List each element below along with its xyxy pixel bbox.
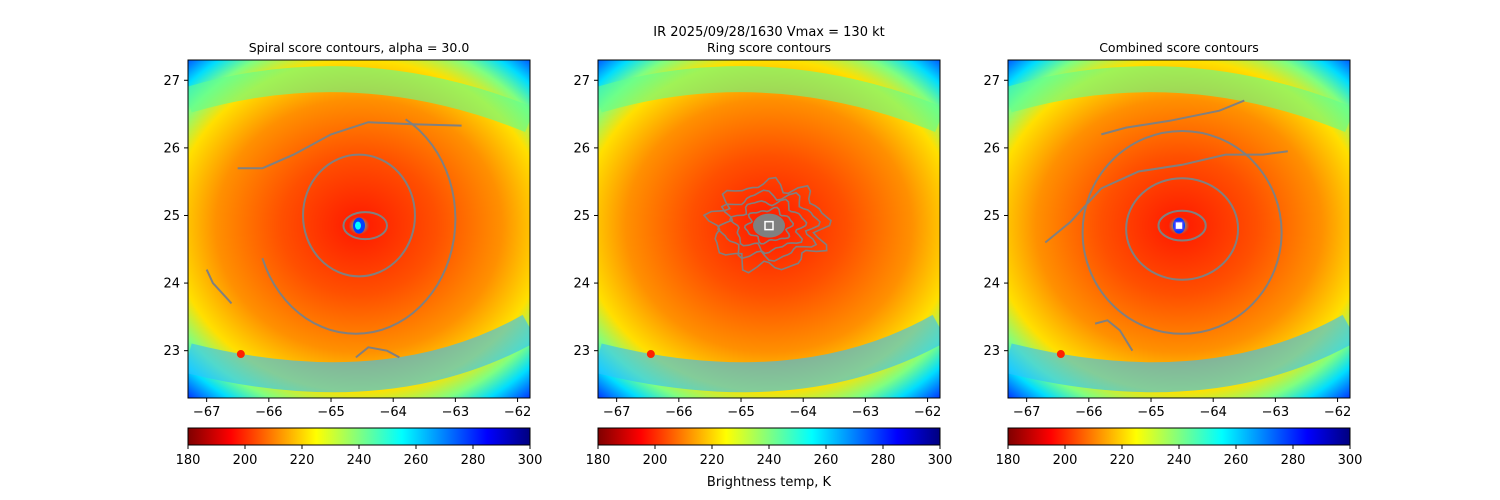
x-tick-label: −62 — [914, 405, 941, 420]
y-tick-label: 24 — [573, 277, 590, 292]
y-tick-label: 26 — [163, 141, 180, 156]
contour-line — [717, 189, 821, 262]
contour-line — [729, 198, 808, 255]
contour-line — [302, 153, 416, 278]
contour-line — [702, 176, 832, 274]
y-tick-label: 24 — [983, 277, 1000, 292]
colorbar-tick-label: 280 — [871, 453, 896, 468]
colorbar-tick-label: 240 — [757, 453, 782, 468]
colorbar — [597, 427, 941, 446]
colorbar-tick-label: 240 — [347, 453, 372, 468]
y-tick-label: 27 — [163, 74, 180, 89]
colorbar-tick-label: 260 — [1224, 453, 1249, 468]
colorbar-tick-label: 280 — [1281, 453, 1306, 468]
center-marker — [764, 220, 774, 231]
axes-frame — [1007, 59, 1351, 399]
colorbar-tick-label: 260 — [814, 453, 839, 468]
colorbar-tick-label: 200 — [233, 453, 258, 468]
y-tick-label: 23 — [983, 344, 1000, 359]
contour-line — [1081, 129, 1283, 335]
x-tick-label: −63 — [1262, 405, 1289, 420]
y-tick-label: 23 — [573, 344, 590, 359]
colorbar-tick-label: 200 — [1053, 453, 1078, 468]
x-tick-label: −65 — [727, 405, 754, 420]
x-tick-label: −67 — [1013, 405, 1040, 420]
colorbar-tick-label: 220 — [1110, 453, 1135, 468]
y-tick-label: 24 — [163, 277, 180, 292]
contour-line — [342, 211, 388, 241]
colorbar-label: Brightness temp, K — [707, 475, 832, 490]
x-tick-label: −65 — [1137, 405, 1164, 420]
contour-line — [237, 121, 462, 170]
y-tick-label: 25 — [983, 209, 1000, 224]
colorbar — [187, 427, 531, 446]
x-tick-label: −63 — [442, 405, 469, 420]
colorbar-tick-label: 180 — [586, 453, 611, 468]
panel-2: Ring score contours −67 −66 −65 −64 −63 −62 23 2… — [573, 40, 953, 468]
x-tick-label: −62 — [504, 405, 531, 420]
colorbar-tick-label: 200 — [643, 453, 668, 468]
contour-line — [1157, 209, 1207, 242]
center-marker — [1174, 220, 1184, 231]
colorbar-tick-label: 280 — [461, 453, 486, 468]
x-tick-label: −67 — [193, 405, 220, 420]
colorbar-tick-label: 240 — [1167, 453, 1192, 468]
x-tick-label: −66 — [665, 405, 692, 420]
x-tick-label: −63 — [852, 405, 879, 420]
contour-line — [743, 206, 795, 245]
y-tick-label: 27 — [573, 74, 590, 89]
colorbar-tick-label: 300 — [518, 453, 543, 468]
colorbar-tick-label: 220 — [700, 453, 725, 468]
colorbar-tick-label: 300 — [1338, 453, 1363, 468]
contour-line — [261, 118, 457, 335]
axes-frame — [597, 59, 941, 399]
x-tick-label: −64 — [1199, 405, 1226, 420]
contour-line — [355, 346, 400, 359]
contour-line — [205, 269, 233, 305]
y-tick-label: 25 — [573, 209, 590, 224]
colorbar-tick-label: 300 — [928, 453, 953, 468]
colorbar-tick-label: 180 — [176, 453, 201, 468]
x-tick-label: −67 — [603, 405, 630, 420]
x-tick-label: −66 — [1075, 405, 1102, 420]
panel-title: Ring score contours — [707, 40, 831, 55]
panel-1: Spiral score contours, alpha = 30.0 −67 −6… — [163, 40, 543, 468]
y-tick-label: 23 — [163, 344, 180, 359]
colorbar — [1007, 427, 1351, 446]
score-contours — [205, 118, 462, 359]
colorbar-tick-label: 220 — [290, 453, 315, 468]
colorbar-tick-label: 260 — [404, 453, 429, 468]
score-contours — [1044, 99, 1288, 352]
y-tick-label: 25 — [163, 209, 180, 224]
y-tick-label: 26 — [573, 141, 590, 156]
contour-line — [1101, 99, 1245, 136]
x-tick-label: −64 — [379, 405, 406, 420]
y-tick-label: 26 — [983, 141, 1000, 156]
axes-frame — [187, 59, 531, 399]
x-tick-label: −65 — [317, 405, 344, 420]
y-tick-label: 27 — [983, 74, 1000, 89]
contour-line — [1044, 150, 1288, 244]
contour-line — [1094, 319, 1134, 352]
contour-line — [1125, 177, 1240, 281]
x-tick-label: −64 — [789, 405, 816, 420]
panel-3: Combined score contours −67 −66 −65 −64 −63 −6… — [983, 40, 1363, 468]
colorbar-tick-label: 180 — [996, 453, 1021, 468]
figure-suptitle: IR 2025/09/28/1630 Vmax = 130 kt — [653, 25, 884, 40]
x-tick-label: −66 — [255, 405, 282, 420]
panel-title: Combined score contours — [1099, 40, 1259, 55]
x-tick-label: −62 — [1324, 405, 1351, 420]
brightness-temp-image — [188, 60, 530, 398]
panel-title: Spiral score contours, alpha = 30.0 — [249, 40, 470, 55]
